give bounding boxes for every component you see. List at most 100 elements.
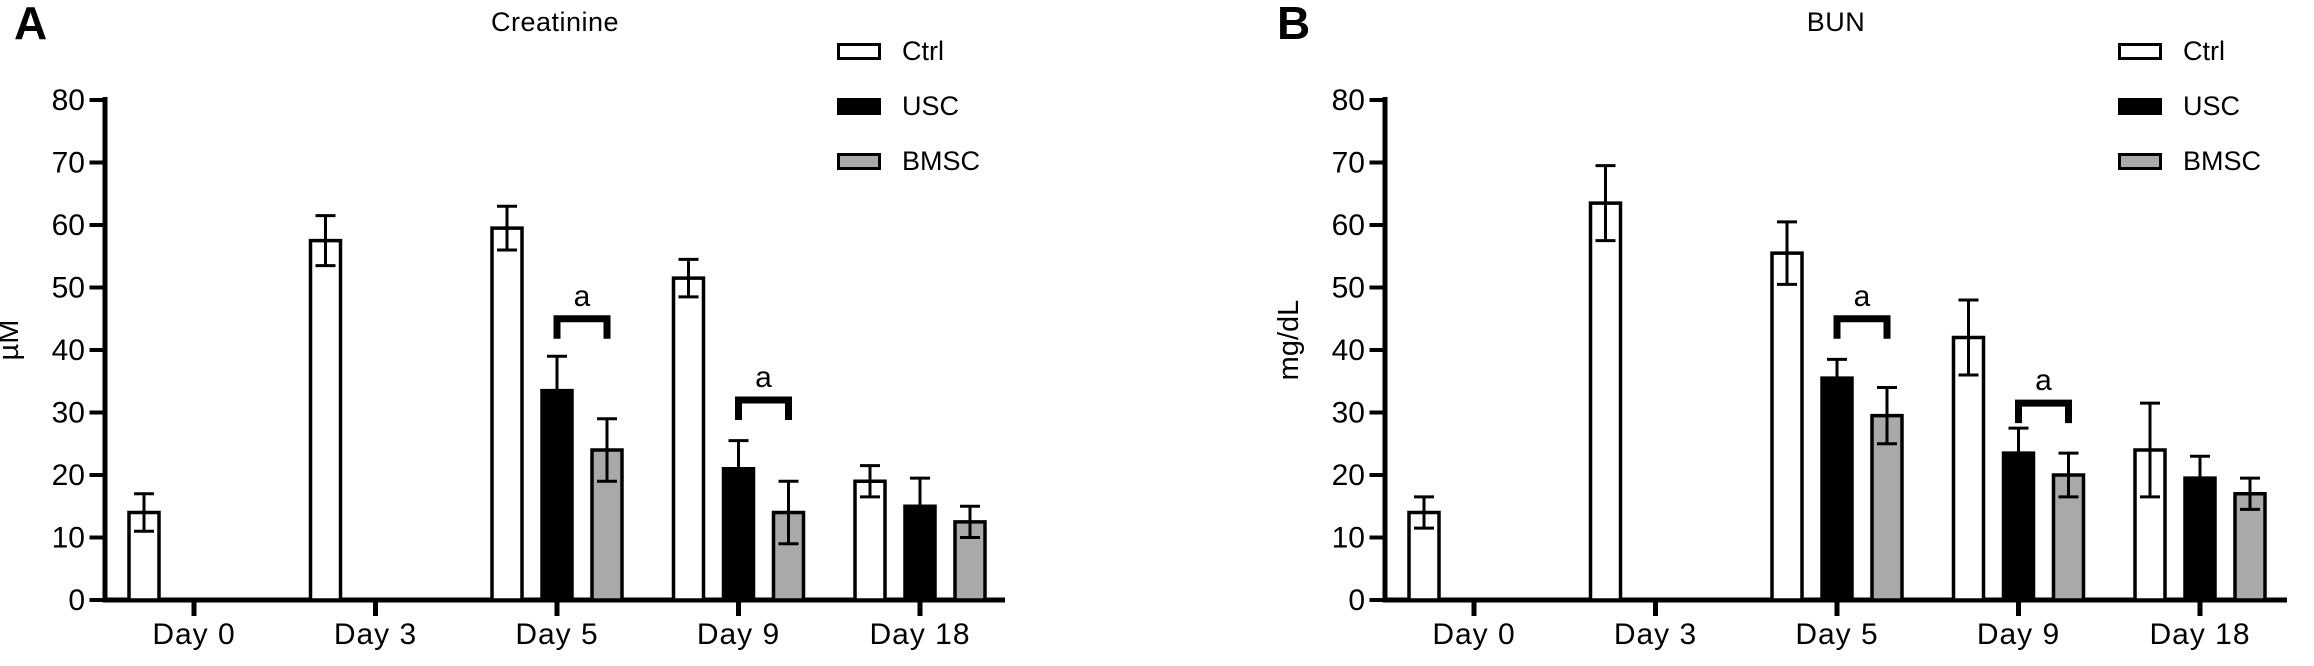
x-tick-label: Day 5	[515, 618, 598, 651]
y-axis-title: mg/dL	[1273, 300, 1305, 381]
y-tick-label: 50	[1332, 272, 1365, 305]
x-tick-label: Day 0	[152, 618, 235, 651]
y-tick-label: 40	[1332, 334, 1365, 367]
error-bar-usc-day-18	[2190, 454, 2210, 502]
legend-item-ctrl: Ctrl	[837, 37, 980, 64]
error-bar-ctrl-day-5	[497, 204, 517, 252]
error-bar-ctrl-day-9	[1958, 298, 1979, 377]
y-tick-label: 60	[52, 209, 85, 242]
x-tick-label: Day 18	[869, 618, 970, 651]
y-tick-label: 80	[52, 84, 85, 117]
panel-letter-b: B	[1277, 0, 1311, 49]
y-tick-label: 20	[52, 459, 85, 492]
x-axis: Day 0 Day 3 Day 5 Day 9 Day 18	[1382, 597, 2287, 651]
legend-swatch-ctrl	[837, 42, 881, 60]
bar-ctrl-day-5	[490, 226, 524, 602]
error-bar-ctrl-day-3	[315, 214, 336, 268]
y-axis: 0 10 20 30 40 50 60 70 80	[52, 84, 108, 617]
legend-label-usc: USC	[902, 90, 960, 121]
legend-swatch-usc	[837, 97, 881, 115]
x-tick-label: Day 3	[334, 618, 417, 651]
legend-swatch-usc	[2118, 97, 2162, 115]
error-bar-usc-day-9	[728, 439, 749, 499]
y-tick-label: 30	[52, 397, 85, 430]
error-bar-bmsc-day-9	[2058, 451, 2079, 499]
significance-bracket: a	[1833, 280, 1891, 339]
bar-usc-day-5	[1820, 376, 1854, 602]
error-bar-bmsc-day-9	[778, 479, 799, 546]
x-tick-label: Day 5	[1795, 618, 1878, 651]
error-bar-ctrl-day-18	[860, 464, 880, 499]
error-bar-bmsc-day-18	[2240, 476, 2260, 511]
y-tick-label: 80	[1332, 84, 1365, 117]
y-tick-label: 30	[1332, 397, 1365, 430]
error-bar-ctrl-day-0	[134, 492, 154, 533]
x-tick-label: Day 0	[1432, 618, 1515, 651]
legend-item-bmsc: BMSC	[837, 147, 980, 174]
error-bar-ctrl-day-3	[1595, 164, 1616, 243]
significance-label: a	[1854, 280, 1871, 313]
error-bar-usc-day-5	[547, 354, 567, 427]
legend-swatch-bmsc	[837, 152, 881, 170]
significance-bracket: a	[735, 361, 792, 420]
x-tick-label: Day 3	[1614, 618, 1697, 651]
y-tick-label: 0	[68, 584, 85, 617]
chart-title-bun: BUN	[1806, 7, 1866, 37]
error-bar-usc-day-18	[910, 476, 930, 536]
x-axis: Day 0 Day 3 Day 5 Day 9 Day 18	[102, 597, 1005, 651]
x-tick-label: Day 18	[2149, 618, 2250, 651]
error-bar-ctrl-day-0	[1414, 495, 1434, 530]
legend-label-ctrl: Ctrl	[902, 35, 944, 66]
legend-item-usc: USC	[837, 92, 980, 119]
bar-ctrl-day-5	[1770, 251, 1804, 602]
significance-label: a	[574, 280, 591, 313]
chart-title-creatinine: Creatinine	[490, 7, 620, 37]
panel-letter-a: A	[14, 0, 48, 49]
error-bar-bmsc-day-18	[960, 504, 980, 539]
y-tick-label: 40	[52, 334, 85, 367]
bar-ctrl-day-18	[853, 479, 887, 602]
bar-ctrl-day-9	[1951, 335, 1986, 602]
legend-label-usc: USC	[2183, 90, 2241, 121]
bar-ctrl-day-9	[671, 276, 706, 602]
error-bar-usc-day-9	[2008, 426, 2029, 480]
y-tick-label: 60	[1332, 209, 1365, 242]
legend-a: Ctrl USC BMSC	[837, 37, 980, 207]
error-bar-ctrl-day-5	[1777, 220, 1797, 286]
legend-item-bmsc: BMSC	[2118, 147, 2261, 174]
x-tick-label: Day 9	[697, 618, 780, 651]
bar-ctrl-day-3	[308, 238, 343, 602]
error-bar-ctrl-day-9	[678, 257, 699, 299]
y-tick-label: 70	[1332, 147, 1365, 180]
legend-label-bmsc: BMSC	[902, 145, 981, 176]
error-bar-ctrl-day-18	[2140, 401, 2160, 499]
y-axis-title: µM	[0, 320, 25, 361]
y-tick-label: 10	[52, 522, 85, 555]
error-bar-bmsc-day-5	[597, 417, 617, 483]
y-tick-label: 10	[1332, 522, 1365, 555]
error-bars	[1414, 164, 2260, 530]
error-bars	[134, 204, 980, 546]
bar-ctrl-day-3	[1588, 201, 1623, 602]
y-axis: 0 10 20 30 40 50 60 70 80	[1332, 84, 1388, 617]
error-bar-usc-day-5	[1827, 357, 1847, 399]
bars	[1407, 201, 2267, 602]
significance-label: a	[755, 361, 772, 394]
significance-label: a	[2035, 364, 2052, 397]
x-tick-label: Day 9	[1977, 618, 2060, 651]
y-tick-label: 50	[52, 272, 85, 305]
y-tick-label: 0	[1348, 584, 1365, 617]
legend-item-ctrl: Ctrl	[2118, 37, 2261, 64]
y-tick-label: 20	[1332, 459, 1365, 492]
legend-swatch-bmsc	[2118, 152, 2162, 170]
y-tick-label: 70	[52, 147, 85, 180]
significance-bracket: a	[553, 280, 611, 339]
legend-b: Ctrl USC BMSC	[2118, 37, 2261, 207]
legend-label-bmsc: BMSC	[2183, 145, 2262, 176]
legend-swatch-ctrl	[2118, 42, 2162, 60]
significance-bracket: a	[2015, 364, 2072, 424]
legend-label-ctrl: Ctrl	[2183, 35, 2225, 66]
